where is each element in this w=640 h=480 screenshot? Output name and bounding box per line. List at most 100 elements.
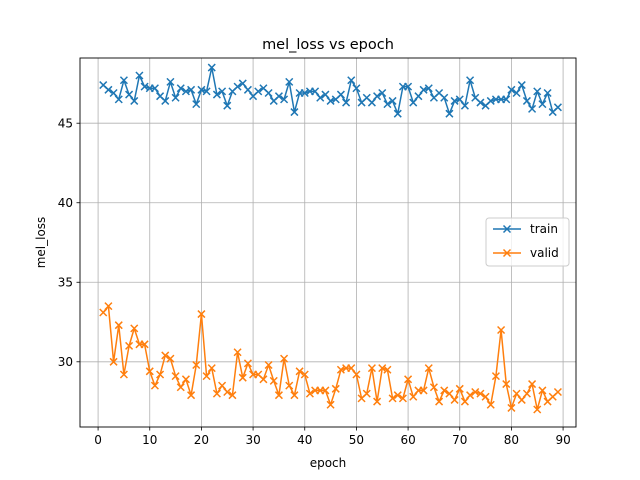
data-point-train bbox=[114, 95, 123, 104]
data-point-train bbox=[125, 90, 134, 99]
data-point-valid bbox=[269, 376, 278, 385]
data-point-valid bbox=[460, 397, 469, 406]
data-point-train bbox=[207, 63, 216, 72]
axis-ticks: 0 10 20 30 40 50 60 70 80 90 30 35 40 45 bbox=[58, 117, 571, 447]
data-point-valid bbox=[166, 354, 175, 363]
data-point-valid bbox=[419, 386, 428, 395]
data-point-train bbox=[342, 98, 351, 107]
data-point-valid bbox=[285, 381, 294, 390]
data-point-train bbox=[300, 88, 309, 98]
legend-label-valid: valid bbox=[530, 246, 559, 260]
data-point-valid bbox=[347, 364, 356, 373]
data-point-train bbox=[192, 100, 201, 109]
data-point-valid bbox=[466, 391, 475, 400]
legend-marker-train bbox=[502, 224, 512, 234]
data-point-train bbox=[445, 109, 454, 118]
data-point-valid bbox=[553, 387, 562, 397]
grid bbox=[80, 58, 576, 427]
data-point-valid bbox=[243, 359, 252, 368]
data-point-train bbox=[254, 87, 263, 96]
data-point-valid bbox=[528, 380, 537, 389]
data-point-valid bbox=[331, 384, 340, 393]
chart-title: mel_loss vs epoch bbox=[262, 37, 394, 53]
data-point-valid bbox=[280, 354, 289, 363]
data-point-train bbox=[316, 93, 325, 102]
data-point-train bbox=[197, 85, 206, 94]
data-point-valid bbox=[125, 341, 134, 350]
data-point-valid bbox=[517, 395, 526, 404]
data-point-train bbox=[140, 82, 149, 91]
y-axis-label: mel_loss bbox=[34, 217, 48, 269]
data-point-valid bbox=[429, 383, 438, 392]
data-point-valid bbox=[393, 391, 402, 400]
y-tick-label: 30 bbox=[58, 355, 73, 369]
x-axis-label: epoch bbox=[310, 456, 347, 470]
data-point-valid bbox=[440, 386, 449, 395]
x-tick-label: 30 bbox=[245, 433, 260, 447]
data-point-valid bbox=[218, 381, 227, 390]
series-valid bbox=[99, 302, 562, 414]
data-point-train bbox=[119, 76, 128, 85]
data-point-valid bbox=[264, 360, 273, 370]
data-point-train bbox=[181, 87, 190, 96]
data-point-valid bbox=[321, 386, 330, 395]
data-point-train bbox=[150, 84, 159, 93]
data-point-train bbox=[202, 87, 211, 96]
data-point-valid bbox=[388, 394, 397, 403]
data-point-train bbox=[502, 95, 511, 104]
data-point-valid bbox=[259, 375, 268, 384]
data-point-valid bbox=[533, 405, 542, 414]
x-tick-label: 50 bbox=[349, 433, 364, 447]
x-tick-label: 20 bbox=[194, 433, 209, 447]
data-point-valid bbox=[109, 357, 118, 366]
data-point-train bbox=[233, 82, 242, 91]
series-train bbox=[99, 63, 562, 118]
data-point-valid bbox=[455, 384, 464, 393]
data-point-train bbox=[383, 100, 392, 109]
data-point-train bbox=[476, 98, 485, 107]
data-point-train bbox=[373, 92, 382, 101]
data-point-valid bbox=[99, 308, 108, 317]
x-tick-label: 80 bbox=[504, 433, 519, 447]
data-point-train bbox=[528, 104, 537, 113]
data-point-train bbox=[388, 96, 397, 105]
plot-frame bbox=[79, 57, 577, 428]
data-point-valid bbox=[202, 372, 211, 381]
data-point-valid bbox=[176, 383, 185, 392]
data-point-valid bbox=[300, 370, 309, 379]
data-point-train bbox=[166, 77, 175, 86]
data-point-valid bbox=[383, 365, 392, 374]
data-point-train bbox=[367, 98, 376, 107]
x-tick-label: 70 bbox=[452, 433, 467, 447]
data-point-valid bbox=[212, 389, 221, 398]
data-point-valid bbox=[336, 365, 345, 374]
data-point-train bbox=[347, 76, 356, 85]
legend-marker-valid bbox=[502, 248, 512, 258]
data-point-train bbox=[187, 85, 196, 94]
data-point-valid bbox=[171, 372, 180, 381]
data-point-train bbox=[543, 88, 552, 98]
data-point-valid bbox=[181, 375, 190, 384]
data-point-valid bbox=[228, 391, 237, 400]
data-point-valid bbox=[352, 370, 361, 379]
data-point-valid bbox=[512, 389, 521, 398]
data-point-train bbox=[223, 101, 232, 110]
data-point-valid bbox=[471, 387, 480, 397]
data-point-valid bbox=[238, 373, 247, 382]
data-point-valid bbox=[481, 392, 490, 401]
data-point-train bbox=[419, 85, 428, 94]
data-point-valid bbox=[491, 372, 500, 381]
data-point-train bbox=[280, 95, 289, 104]
data-point-valid bbox=[104, 302, 113, 311]
data-point-train bbox=[109, 88, 118, 98]
data-point-train bbox=[393, 109, 402, 118]
data-point-valid bbox=[161, 351, 170, 360]
data-point-train bbox=[274, 92, 283, 101]
data-point-train bbox=[290, 108, 299, 117]
data-point-train bbox=[522, 96, 531, 105]
data-point-valid bbox=[497, 325, 506, 335]
data-point-train bbox=[176, 84, 185, 93]
data-point-train bbox=[414, 92, 423, 101]
data-point-valid bbox=[373, 397, 382, 406]
data-point-valid bbox=[538, 386, 547, 395]
